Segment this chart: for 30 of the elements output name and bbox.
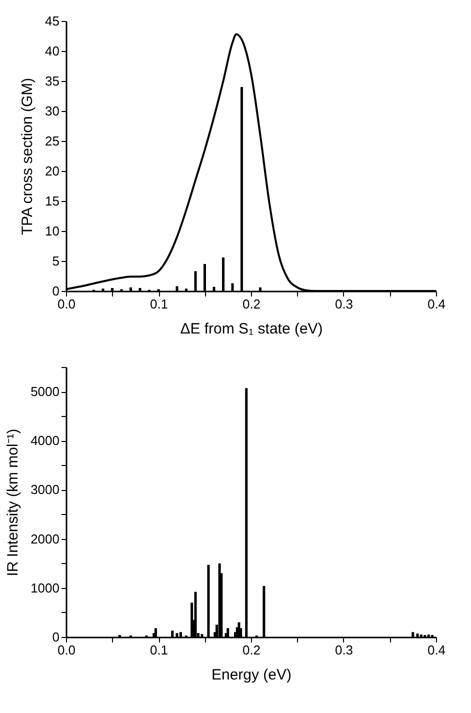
x-axis-title: ΔE from S₁ state (eV) [180,320,323,338]
x-tick-label: 0.3 [334,296,354,312]
y-tick-label: 1000 [30,580,60,596]
x-tick-label: 0.2 [242,642,261,658]
y-axis-title: TPA cross section (GM) [19,78,36,236]
y-tick-label: 0 [52,630,60,644]
y-tick-label: 0 [52,284,60,298]
x-tick-label: 0.4 [427,642,446,658]
x-tick-label: 0.0 [57,296,76,312]
x-tick-label: 0.1 [150,296,168,312]
y-tick-label: 5000 [30,384,60,400]
y-tick-label: 45 [45,14,60,28]
y-tick-label: 35 [45,74,60,88]
y-tick-label: 40 [45,44,60,58]
y-tick-label: 4000 [30,433,60,448]
y-tick-label: 2000 [30,531,60,546]
y-axis-title: IR Intensity (km mol⁻¹) [4,428,22,576]
x-tick-label: 0.2 [242,296,261,312]
x-tick-label: 0.1 [150,642,168,658]
x-tick-label: 0.0 [57,642,76,658]
y-tick-label: 25 [45,134,60,148]
y-tick-label: 5 [52,254,60,268]
x-tick-label: 0.3 [334,642,354,658]
y-tick-label: 20 [45,164,60,178]
y-tick-label: 15 [45,194,60,208]
x-tick-label: 0.4 [427,296,446,312]
x-axis-title: Energy (eV) [211,666,292,684]
y-tick-label: 30 [45,104,60,118]
y-tick-label: 3000 [30,482,60,498]
y-tick-label: 10 [45,224,60,238]
